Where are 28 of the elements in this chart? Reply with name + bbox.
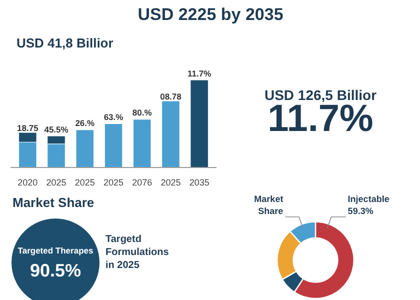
annotation: 18.75 [17, 122, 39, 133]
annotation: 26.% [75, 118, 96, 128]
text: 90.5% [30, 260, 82, 280]
annotation: 45.5% [44, 124, 69, 134]
annotation: 63.% [104, 112, 124, 122]
x-tick-label: 2035 [189, 178, 210, 188]
data-label: 59.3% [348, 206, 374, 216]
x-tick-label: 2020 [18, 178, 38, 188]
text: Targeted Therapes [18, 246, 94, 256]
annotation: 80.% [132, 108, 152, 118]
slice-label: Injectable [348, 194, 390, 204]
x-tick-label: 2025 [46, 178, 66, 188]
bar [162, 100, 180, 168]
bar [190, 80, 208, 168]
x-tick-label: 2025 [103, 178, 124, 188]
x-tick-label: 2076 [132, 178, 152, 188]
x-tick-label: 2025 [160, 178, 181, 188]
slice-label: Market Share [254, 194, 284, 216]
bar [104, 124, 123, 168]
bar [132, 119, 152, 168]
bar [76, 130, 94, 168]
text: 11.7% [188, 68, 212, 78]
chart-subtitle: USD 41,8 Billior [16, 36, 114, 50]
text: Market Share [12, 195, 94, 210]
chart-title: USD 2225 by 2035 [138, 5, 284, 24]
annotation: 08.78 [160, 91, 182, 102]
text: Targetd Formulations in 2025 [106, 234, 170, 272]
x-tick-label: 2025 [74, 178, 95, 188]
